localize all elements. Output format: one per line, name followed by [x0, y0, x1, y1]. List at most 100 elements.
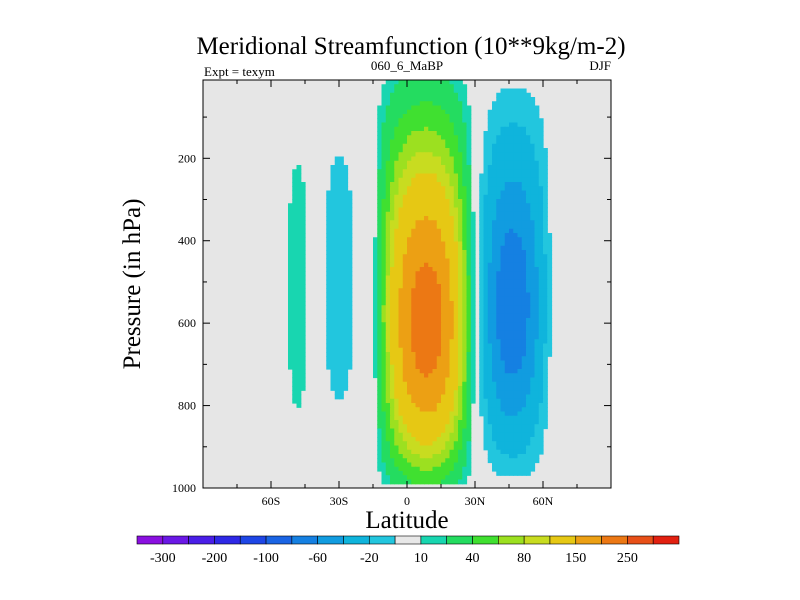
contour-cell [538, 369, 544, 374]
contour-cell [521, 88, 527, 94]
contour-cell [436, 245, 442, 251]
contour-cell [398, 224, 404, 230]
contour-cell [381, 165, 387, 170]
contour-cell [441, 339, 446, 345]
contour-cell [394, 326, 400, 332]
contour-cell [428, 97, 434, 102]
contour-cell [288, 352, 293, 357]
contour-cell [487, 199, 493, 204]
contour-cell [402, 105, 408, 111]
contour-cell [500, 288, 506, 294]
contour-cell [538, 250, 544, 255]
contour-cell [402, 139, 408, 145]
contour-cell [424, 114, 429, 119]
contour-cell [428, 343, 434, 349]
contour-cell [487, 182, 493, 187]
contour-cell [381, 411, 387, 417]
contour-cell [509, 139, 514, 145]
contour-cell [394, 84, 400, 90]
contour-cell [509, 190, 514, 196]
contour-cell [424, 228, 429, 234]
contour-cell [394, 258, 400, 264]
contour-cell [458, 364, 463, 370]
contour-cell [509, 118, 514, 124]
contour-cell [445, 445, 451, 451]
contour-cell [530, 420, 536, 425]
contour-cell [402, 420, 408, 425]
contour-cell [330, 284, 336, 289]
contour-cell [373, 262, 378, 268]
contour-cell [296, 398, 302, 404]
contour-cell [436, 160, 442, 166]
contour-cell [407, 479, 412, 485]
contour-cell [424, 445, 429, 451]
contour-cell [411, 271, 417, 277]
contour-cell [521, 296, 527, 302]
contour-cell [424, 296, 429, 302]
contour-cell [339, 347, 344, 353]
contour-cell [509, 169, 514, 175]
contour-cell [441, 471, 446, 476]
contour-cell [415, 411, 421, 417]
contour-cell [526, 284, 531, 289]
contour-cell [330, 347, 336, 353]
contour-cell [458, 432, 463, 438]
contour-cell [492, 326, 497, 332]
contour-cell [419, 97, 425, 102]
contour-cell [521, 424, 527, 430]
contour-cell [292, 186, 298, 192]
contour-cell [453, 454, 459, 459]
contour-cell [466, 122, 472, 128]
contour-cell [385, 356, 391, 362]
contour-cell [449, 420, 455, 425]
contour-cell [441, 356, 446, 362]
contour-cell [407, 114, 412, 119]
contour-cell [470, 233, 476, 238]
contour-cell [479, 403, 485, 408]
contour-cell [449, 369, 455, 374]
contour-cell [288, 267, 293, 272]
contour-cell [517, 373, 523, 379]
contour-cell [296, 211, 302, 217]
contour-cell [402, 394, 408, 400]
contour-cell [343, 360, 349, 366]
contour-cell [424, 424, 429, 430]
contour-cell [424, 356, 429, 362]
contour-cell [402, 148, 408, 153]
contour-cell [343, 326, 349, 332]
contour-cell [402, 454, 408, 459]
contour-cell [458, 165, 463, 170]
contour-cell [458, 330, 463, 336]
contour-cell [509, 428, 514, 434]
contour-cell [377, 415, 383, 421]
contour-cell [521, 190, 527, 196]
contour-cell [543, 279, 548, 285]
contour-cell [398, 203, 404, 209]
contour-cell [521, 114, 527, 119]
contour-cell [521, 97, 527, 102]
contour-cell [424, 335, 429, 340]
contour-cell [521, 288, 527, 294]
contour-cell [547, 292, 553, 298]
contour-cell [496, 292, 502, 298]
contour-cell [343, 381, 349, 387]
contour-cell [458, 458, 463, 464]
contour-cell [449, 271, 455, 277]
contour-cell [436, 152, 442, 158]
contour-cell [530, 347, 536, 353]
contour-cell [462, 186, 468, 192]
contour-cell [500, 318, 506, 323]
contour-cell [334, 207, 340, 213]
contour-cell [347, 322, 353, 328]
contour-cell [390, 101, 395, 107]
contour-cell [390, 364, 395, 370]
contour-cell [509, 432, 514, 438]
contour-cell [492, 177, 497, 183]
contour-cell [334, 190, 340, 196]
contour-cell [394, 394, 400, 400]
contour-cell [453, 152, 459, 158]
contour-cell [534, 369, 540, 374]
contour-cell [334, 352, 340, 357]
contour-cell [398, 220, 404, 226]
contour-cell [504, 369, 510, 374]
